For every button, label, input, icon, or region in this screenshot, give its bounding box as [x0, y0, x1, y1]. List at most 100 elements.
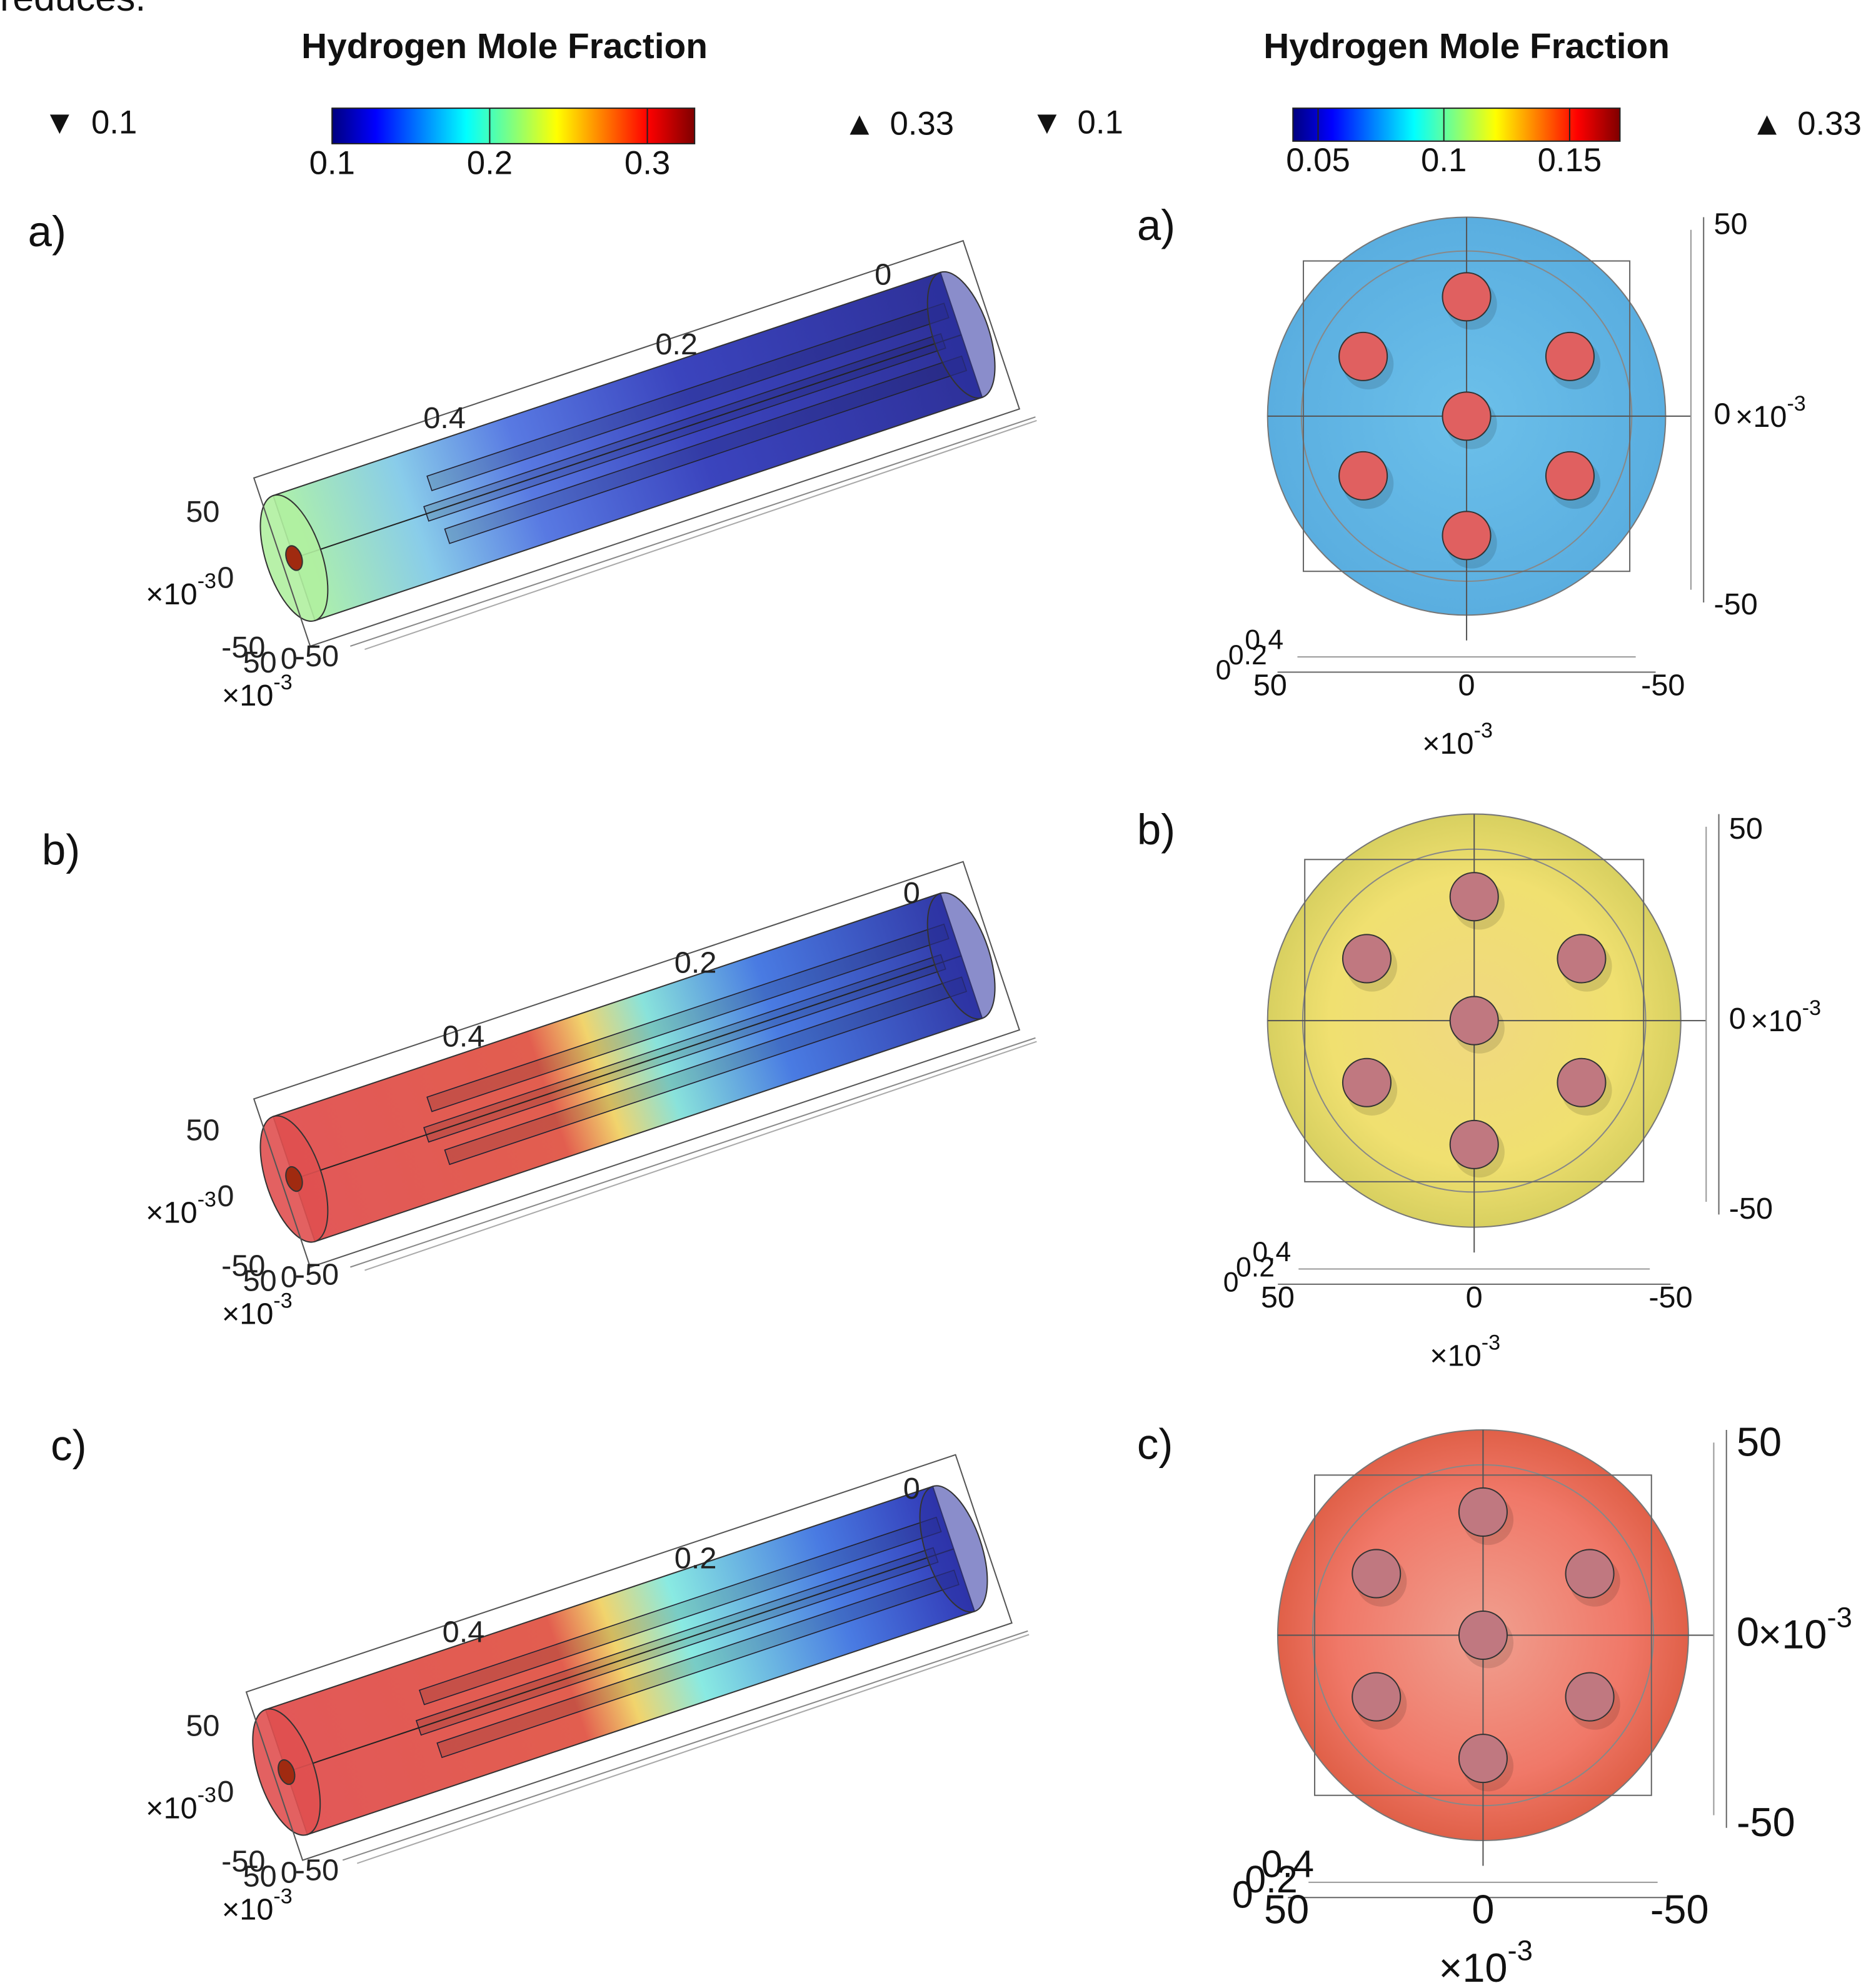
hole — [1459, 1488, 1507, 1536]
axis-tick-label: -50 — [1641, 669, 1685, 702]
axis-tick-label: 50 — [1253, 669, 1287, 702]
axis-tick-label: 50 — [1261, 1281, 1295, 1314]
hole — [1459, 1611, 1507, 1659]
axis-tick-label: 0 — [875, 258, 891, 292]
axis-tick-label: 0 — [217, 1775, 234, 1809]
max-label: 0.33 — [1797, 105, 1862, 142]
axis-tick-label: 0 — [1223, 1267, 1239, 1298]
hole — [1566, 1673, 1614, 1721]
min-marker: ▼ — [43, 104, 76, 141]
unit-exponent: -3 — [273, 1885, 292, 1909]
axis-tick-label: 0 — [903, 876, 920, 910]
axis-tick-label: 0.4 — [423, 401, 466, 435]
colorbar-title: Hydrogen Mole Fraction — [1263, 27, 1670, 66]
axis-tick-label: 0 — [1729, 1002, 1746, 1036]
colorbar-tick-label: 0.3 — [624, 144, 670, 181]
hole — [1343, 934, 1391, 982]
axis-tick-label: 0.2 — [675, 1542, 717, 1576]
axis-tick-label: -50 — [295, 639, 339, 673]
axis-tick-label: 0 — [1216, 655, 1231, 686]
hole — [1443, 511, 1491, 559]
unit-exponent: -3 — [1787, 392, 1805, 416]
axis-tick-label: 0.4 — [443, 1019, 485, 1053]
axis-tick-label: 0 — [903, 1472, 920, 1506]
axis-tick-label: 50 — [186, 1709, 219, 1742]
hole — [1352, 1673, 1400, 1721]
axis-tick-label: 50 — [243, 646, 277, 679]
axis-tick-label: 0.2 — [675, 946, 717, 980]
cylinder — [239, 237, 1038, 671]
max-marker: ▲ — [1751, 105, 1783, 142]
colorbar-tick-label: 0.05 — [1286, 142, 1350, 179]
unit-base: ×10 — [1422, 727, 1474, 761]
panel-label: c) — [1137, 1421, 1173, 1469]
axis-tick-label: 0.2 — [1228, 640, 1267, 671]
hole — [1339, 452, 1387, 500]
unit-base: ×10 — [222, 1892, 274, 1926]
unit-exponent: -3 — [273, 671, 292, 694]
cylinder — [232, 1451, 1030, 1884]
unit-base: ×10 — [1438, 1945, 1507, 1988]
unit-base: ×10 — [1750, 1004, 1802, 1038]
axis-tick-label: 0 — [1232, 1873, 1253, 1916]
axis-tick-label: 50 — [186, 495, 219, 529]
axis-tick-label: -50 — [295, 1258, 339, 1292]
colorbar-tick-label: 0.15 — [1538, 142, 1602, 179]
unit-exponent: -3 — [1802, 996, 1821, 1020]
axis-tick-label: 0.2 — [655, 327, 698, 361]
axis-tick-label: 0 — [1472, 1887, 1494, 1932]
unit-label: ×10-3 — [1422, 719, 1493, 761]
hole — [1352, 1549, 1400, 1597]
colorbar-tick-label: 0.1 — [1421, 142, 1467, 179]
axis-tick-label: 0 — [217, 561, 234, 594]
panel-label: a) — [28, 207, 66, 256]
page: reduces. Hydrogen Mole Fraction ▼ 0.1 ▲ 0.33… — [0, 0, 1876, 1988]
axis-tick-label: -50 — [1648, 1281, 1692, 1314]
colorbar — [1293, 108, 1620, 141]
panel-label: a) — [1137, 201, 1175, 249]
axis-tick-label: -50 — [1650, 1887, 1709, 1932]
min-label: 0.1 — [91, 104, 137, 141]
axis-tick-label: 0 — [1737, 1609, 1759, 1655]
max-marker: ▲ — [843, 105, 876, 142]
unit-base: ×10 — [146, 1196, 198, 1229]
hole — [1546, 332, 1594, 381]
unit-label: ×10-3 — [1430, 1331, 1500, 1373]
unit-base: ×10 — [222, 1297, 274, 1331]
hole — [1443, 392, 1491, 440]
unit-base: ×10 — [1430, 1339, 1482, 1372]
unit-label: ×10-3 — [146, 1187, 216, 1229]
axis-tick-label: 0 — [1466, 1281, 1483, 1314]
unit-exponent: -3 — [1474, 719, 1493, 742]
max-label: 0.33 — [890, 105, 954, 142]
min-marker: ▼ — [1031, 104, 1063, 141]
axis-tick-label: 0 — [1713, 397, 1730, 431]
unit-exponent: -3 — [273, 1289, 292, 1313]
unit-label: ×10-3 — [1735, 392, 1806, 434]
colorbar-tick-label: 0.1 — [309, 144, 355, 181]
panel-label: c) — [51, 1422, 86, 1470]
unit-label: ×10-3 — [146, 569, 216, 611]
unit-base: ×10 — [1735, 400, 1787, 434]
axis-tick-label: 0.4 — [443, 1615, 485, 1649]
unit-exponent: -3 — [1507, 1935, 1532, 1967]
unit-base: ×10 — [146, 1791, 198, 1825]
colorbar-tick-label: 0.2 — [467, 144, 513, 181]
axis-tick-label: 50 — [1713, 207, 1747, 241]
header-text: reduces. — [0, 0, 146, 19]
panel-label: b) — [42, 826, 80, 874]
axis-tick-label: -50 — [1713, 587, 1757, 621]
axis-tick-label: 50 — [243, 1264, 277, 1298]
axis-tick-label: -50 — [1737, 1799, 1795, 1845]
hole — [1450, 1121, 1498, 1169]
hole — [1443, 272, 1491, 321]
figure: reduces. Hydrogen Mole Fraction ▼ 0.1 ▲ 0.33… — [0, 0, 1876, 1988]
panel-label: b) — [1137, 806, 1175, 854]
unit-exponent: -3 — [1482, 1331, 1500, 1355]
axis-tick-label: 50 — [243, 1860, 277, 1894]
hole — [1339, 332, 1387, 381]
hole — [1459, 1734, 1507, 1782]
centre-line — [286, 1549, 953, 1772]
hole — [1343, 1059, 1391, 1107]
unit-base: ×10 — [1758, 1612, 1827, 1657]
